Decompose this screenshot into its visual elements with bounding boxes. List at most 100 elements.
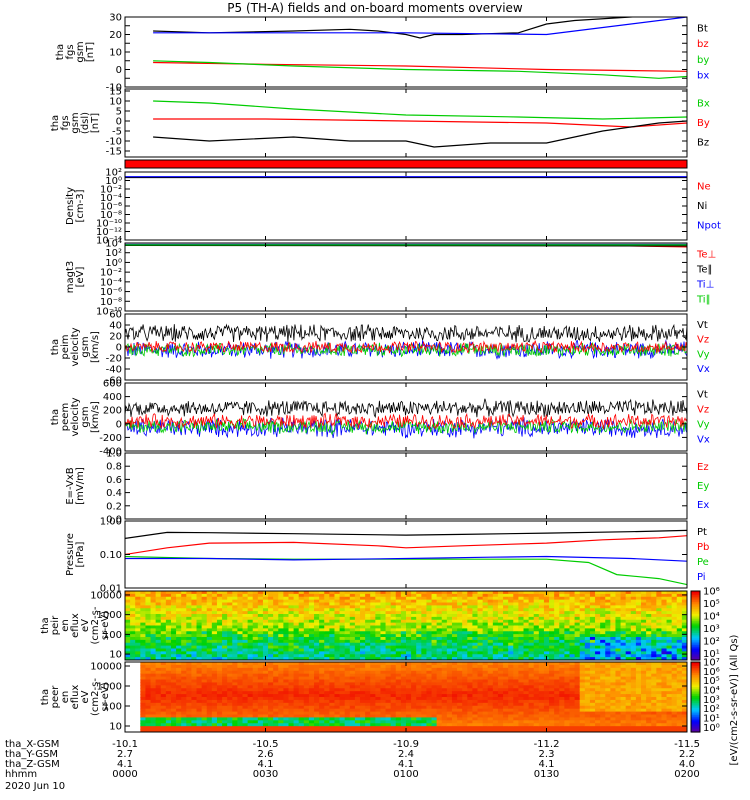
y-axis-label: tha <box>55 44 66 60</box>
y-tick-label: 1.0 <box>106 449 122 460</box>
y-axis-label: gsm <box>80 336 91 357</box>
legend-entry: Ni <box>697 201 707 212</box>
y-tick-label: 0.2 <box>106 501 122 512</box>
y-tick-label: 10⁻⁴ <box>100 193 122 204</box>
x-axis-row-label: tha_X-GSM <box>5 739 59 750</box>
legend-entry: Pt <box>697 527 707 538</box>
panel-data <box>125 323 687 360</box>
series-Vz <box>125 412 687 431</box>
colorbar-tick-label: 10⁶ <box>703 587 720 598</box>
y-axis-label: fgs <box>65 44 76 59</box>
panel-data <box>125 662 687 732</box>
panel-data <box>125 176 687 179</box>
panel-frame <box>124 159 688 169</box>
legend-entry: Te∥ <box>696 264 713 275</box>
y-axis-label: [nT] <box>90 113 101 133</box>
flag-bar <box>125 160 687 168</box>
series-Pe <box>125 555 687 586</box>
legend-entry: Ex <box>697 500 709 511</box>
colorbar-tick-label: 10⁶ <box>703 667 720 678</box>
x-tick-label: 2.4 <box>398 749 414 760</box>
x-tick-label: -10.1 <box>112 739 138 750</box>
y-tick-label: 10⁻⁸ <box>100 297 122 308</box>
y-tick-label: 0.10 <box>100 550 122 561</box>
panel-data <box>153 17 687 79</box>
legend-entry: bx <box>697 70 709 81</box>
legend-entry: Vy <box>697 420 710 431</box>
y-tick-label: 10 <box>109 722 122 733</box>
y-axis-label: eV <box>80 690 91 703</box>
y-axis-label: (dsl) <box>80 112 91 134</box>
x-tick-label: 2.2 <box>679 749 695 760</box>
panel-data <box>125 529 687 586</box>
y-tick-label: 0.0 <box>106 515 122 526</box>
panel-1: -10 0 10 20 30 tha fgs gsm [nT] Bt bz by bx <box>55 13 709 94</box>
x-tick-label: -11.2 <box>534 739 560 750</box>
colorbar-tick-label: 10⁴ <box>703 612 720 623</box>
y-tick-label: 0.4 <box>106 488 122 499</box>
y-tick-label: -200 <box>99 433 122 444</box>
legend-entry: Ti⊥ <box>696 280 714 291</box>
colorbar-tick-label: 10³ <box>703 695 720 706</box>
y-tick-label: 10 <box>109 650 122 661</box>
panel-frame <box>124 242 688 312</box>
y-tick-label: 10000 <box>90 662 122 673</box>
colorbar-tick-label: 10² <box>703 637 720 648</box>
y-tick-label: 1000 <box>97 682 122 693</box>
y-axis-label: [km/s] <box>90 331 101 363</box>
y-axis-label: velocity <box>70 327 81 366</box>
y-axis-label: tha <box>50 115 61 131</box>
legend-entry: Pe <box>697 557 709 568</box>
legend-entry: Vz <box>697 335 709 346</box>
legend-entry: bz <box>697 39 709 50</box>
y-axis-label: eflux <box>70 685 81 710</box>
y-tick-label: 10⁻¹⁴ <box>96 236 122 247</box>
y-axis-label: Pressure <box>65 533 76 576</box>
series-Pb <box>125 535 687 556</box>
x-tick-label: -11.5 <box>674 739 700 750</box>
series-Bt <box>153 17 641 39</box>
y-tick-label: 10⁰ <box>105 176 122 187</box>
y-axis-label: Density <box>65 187 76 225</box>
y-tick-label: 200 <box>103 406 122 417</box>
colorbar-tick-label: 10¹ <box>703 714 720 725</box>
chart-title: P5 (TH-A) fields and on-board moments ov… <box>227 1 523 15</box>
y-axis-label: E=-VxB <box>65 467 76 504</box>
y-tick-label: 0.01 <box>100 584 122 595</box>
x-axis-row-label: tha_Z-GSM <box>5 759 60 770</box>
legend-entry: Ti∥ <box>696 295 711 306</box>
x-tick-label: 2.3 <box>539 749 555 760</box>
x-axis-annotations: tha_X-GSM -10.1 -10.5 -10.9 -11.2 -11.5 tha_Y-… <box>5 739 700 792</box>
x-tick-label: -10.9 <box>393 739 419 750</box>
y-tick-label: 0.6 <box>106 475 122 486</box>
legend-entry: by <box>697 55 709 66</box>
y-tick-label: 10⁻⁴ <box>100 277 122 288</box>
y-axis-label: tha <box>40 617 51 633</box>
y-tick-label: 10 <box>109 97 122 108</box>
legend-entry: Vx <box>697 364 710 375</box>
y-axis-label: sr-eV) <box>100 611 111 640</box>
y-axis-label: en <box>60 619 71 632</box>
series-Bx <box>153 100 687 120</box>
y-tick-label: 5 <box>116 107 122 118</box>
y-tick-label: 10⁻¹² <box>96 227 122 238</box>
colorbar <box>690 590 701 661</box>
x-tick-label: 4.1 <box>258 759 274 770</box>
panel-frame <box>124 452 688 520</box>
colorbar-tick-label: 10³ <box>703 624 720 635</box>
y-tick-label: 10⁻² <box>100 268 122 279</box>
series-Vt <box>125 323 687 343</box>
y-axis-label: gsm <box>75 41 86 62</box>
y-axis-label: tha <box>40 689 51 705</box>
y-tick-label: 40 <box>109 321 122 332</box>
y-axis-label: peem <box>60 403 71 431</box>
y-tick-label: 10⁻⁶ <box>100 287 122 298</box>
series-Vt <box>125 398 687 419</box>
panel-8: 0.0 0.2 0.4 0.6 0.8 1.0 E=-VxB [mV/m] Ez Ey Ex <box>65 449 709 526</box>
panel-data <box>125 398 687 439</box>
x-tick-label: -10.5 <box>253 739 279 750</box>
panel-11: 10 100 1000 10000 tha peer en eflux eV (cm2-s-sr-… <box>40 658 720 734</box>
